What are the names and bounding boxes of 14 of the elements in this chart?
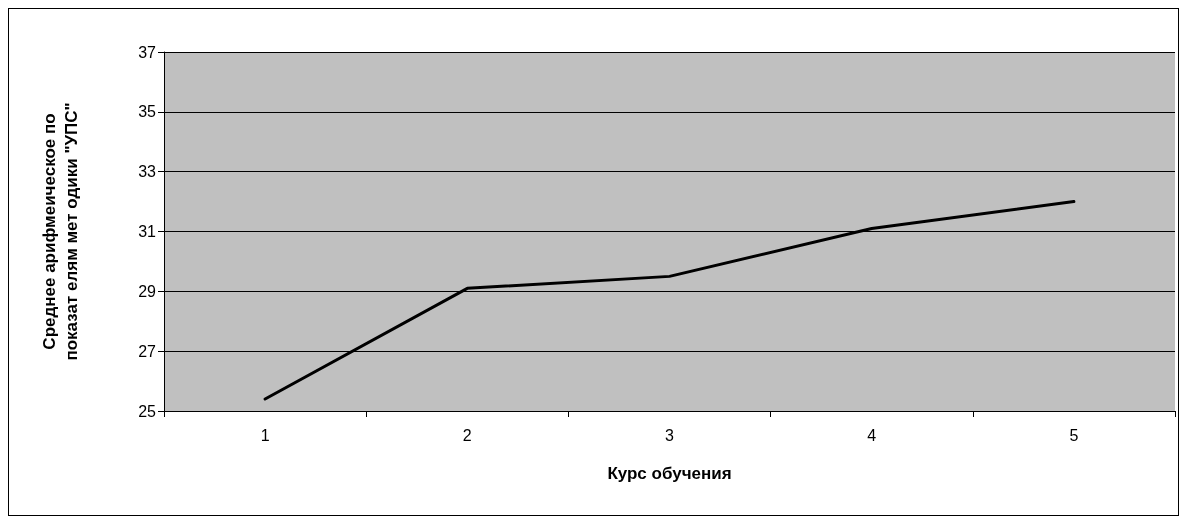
- x-tick-label: 2: [462, 426, 472, 444]
- x-tick-label: 5: [1069, 426, 1079, 444]
- y-axis-title: Среднее арифмеическое по показат елям мет одики "УПС": [39, 102, 81, 361]
- y-tick-label: 27: [138, 342, 157, 360]
- x-axis-title: Курс обучения: [607, 464, 732, 483]
- x-tick-label: 4: [867, 426, 877, 444]
- y-tick-label: 31: [138, 223, 157, 240]
- y-tick-label: 35: [138, 103, 157, 121]
- y-tick-label: 37: [138, 43, 157, 61]
- x-tick-label: 1: [260, 426, 270, 444]
- y-tick-label: 33: [138, 163, 157, 181]
- x-tick-label: 3: [665, 426, 675, 444]
- y-tick-label: 25: [138, 402, 157, 420]
- y-tick-label: 29: [138, 282, 157, 300]
